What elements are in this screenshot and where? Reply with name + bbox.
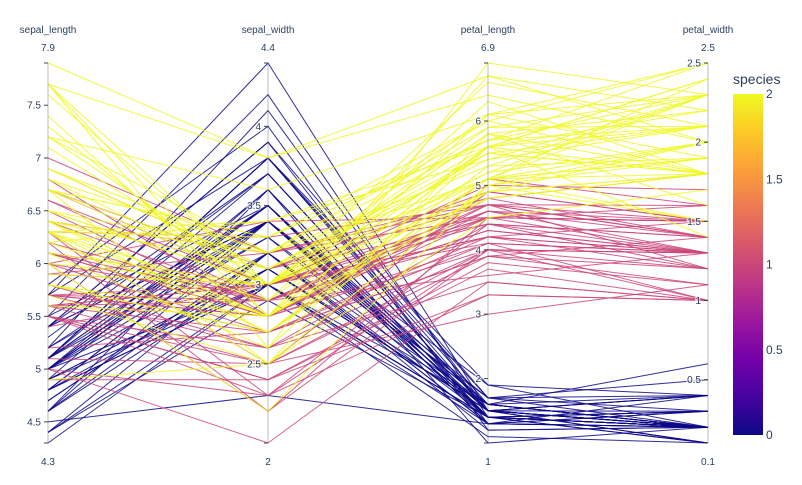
data-line [47,94,709,243]
axis-tick-label: 6 [475,116,481,127]
data-line [47,83,709,286]
axis-tick-label: 1 [695,296,701,307]
colorbar-gradient [733,94,763,435]
axis-tick-label: 5 [35,365,41,376]
data-line [47,78,709,270]
data-line [47,294,709,397]
data-line [47,284,709,365]
data-line [47,173,709,428]
data-line [47,173,709,286]
axis-tick-label: 1.5 [687,217,701,228]
axis-tick-label: 3 [475,310,481,321]
data-line [47,281,709,349]
data-line [47,75,709,159]
data-line [47,62,709,238]
data-line [47,229,709,302]
data-line [47,223,709,397]
axis-range-max: 2.5 [701,43,715,54]
data-line [47,157,709,333]
data-line [47,133,709,286]
axis-tick-label: 3.5 [247,201,261,212]
data-line [47,249,709,365]
axis-tick-label: 2 [695,138,701,149]
axis-range-max: 7.9 [41,43,55,54]
colorbar-tick-label: 1 [766,258,773,272]
data-line [47,94,709,270]
data-line [47,184,709,412]
data-line [47,204,709,405]
data-line [47,242,709,317]
data-line [47,146,709,349]
axis-tick-label: 2 [475,374,481,385]
axis-title[interactable]: petal_width [683,25,734,36]
axis-range-max: 4.4 [261,43,275,54]
data-line [47,173,709,286]
axis-tick-label: 2.5 [247,359,261,370]
axis-tick-label: 4.5 [27,417,41,428]
data-line [47,141,709,317]
axis-title[interactable]: petal_length [461,25,516,36]
axis-range-min: 0.1 [701,457,715,468]
data-line [47,152,709,270]
axis-tick-label: 5.5 [27,312,41,323]
data-line [47,62,709,191]
data-line [47,223,709,349]
axis-tick-label: 5 [475,181,481,192]
data-line [47,141,709,286]
axes: sepal_length 7.9 4.3 4.5 5 5.5 6 6.5 7 7.5 sepal_w… [20,25,734,468]
data-line [47,120,709,254]
data-line [47,236,709,296]
axis-tick-label: 7 [35,154,41,165]
axis-range-min: 2 [265,457,271,468]
axis-range-max: 6.9 [481,43,495,54]
colorbar-tick-label: 2 [766,87,773,101]
axis-tick-label: 4 [255,122,261,133]
axis-tick-label: 0.5 [687,375,701,386]
axis-range-min: 4.3 [41,457,55,468]
data-line [47,62,709,238]
data-line [47,157,709,428]
axis-tick-label: 6 [35,259,41,270]
data-line [47,252,709,433]
colorbar-tick-label: 0 [766,428,773,442]
axis-tick-label: 3 [255,280,261,291]
colorbar-title: species [733,71,780,87]
axis-tick-label: 4 [475,245,481,256]
data-line [47,394,709,425]
axis-tick-label: 7.5 [27,101,41,112]
axis-tick-label: 2.5 [687,59,701,70]
data-line [47,157,709,365]
colorbar-tick-label: 1.5 [766,172,783,186]
data-line [47,75,709,318]
colorbar: species 0 0.5 1 1.5 2 [733,71,783,442]
colorbar-tick-label: 0.5 [766,343,783,357]
data-line [47,62,709,159]
data-line [47,268,709,381]
axis-title[interactable]: sepal_length [20,25,77,36]
data-line [47,173,709,428]
axis-tick-label: 6.5 [27,206,41,217]
data-lines [47,62,709,444]
data-line [47,157,709,333]
axis-range-min: 1 [485,457,491,468]
axis-title[interactable]: sepal_width [242,25,295,36]
data-line [47,284,709,444]
